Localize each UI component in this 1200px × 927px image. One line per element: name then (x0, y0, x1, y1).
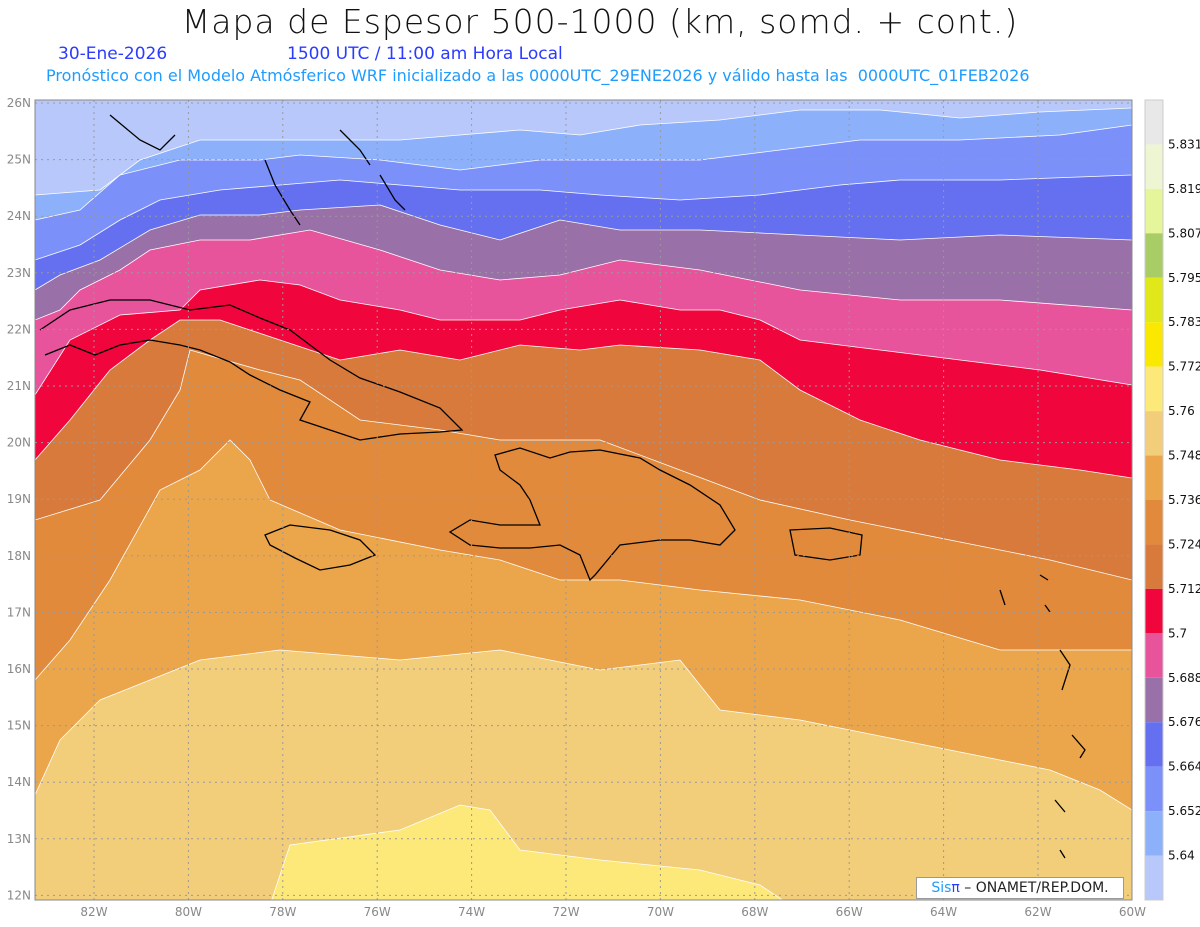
lon-label: 60W (1119, 905, 1146, 919)
map-frame (34, 99, 1133, 901)
colorbar-swatch (1145, 366, 1163, 412)
colorbar-label: 5.652 (1168, 804, 1200, 818)
colorbar-swatch (1145, 455, 1163, 500)
colorbar-swatch (1145, 100, 1163, 145)
credit-onamet: – ONAMET/REP.DOM. (959, 880, 1109, 896)
colorbar-swatch (1145, 811, 1163, 856)
lat-label: 16N (7, 662, 31, 676)
map-title: Mapa de Espesor 500-1000 (km, somd. + co… (181, 2, 1019, 41)
colorbar-label: 5.736 (1168, 493, 1200, 507)
lon-label: 70W (647, 905, 674, 919)
lon-label: 78W (269, 905, 296, 919)
thickness-band (35, 100, 1132, 196)
lat-label: 14N (7, 775, 31, 789)
colorbar-swatch (1145, 766, 1163, 812)
band-5.76-5.772 (271, 804, 784, 900)
colorbar-label: 5.783 (1168, 315, 1200, 329)
colorbar-label: 5.819 (1168, 182, 1200, 196)
colorbar-label: 5.724 (1168, 537, 1200, 551)
colorbar-swatch (1145, 588, 1163, 634)
lon-label: 80W (175, 905, 202, 919)
colorbar-label: 5.664 (1168, 760, 1200, 774)
colorbar-label: 5.748 (1168, 449, 1200, 463)
model-info: Pronóstico con el Modelo Atmósferico WRF… (46, 66, 1030, 85)
colorbar-swatch (1145, 233, 1163, 278)
colorbar-swatch (1145, 144, 1163, 189)
colorbar-swatch (1145, 188, 1163, 234)
colorbar-label: 5.7 (1168, 626, 1187, 640)
colorbar-label: 5.772 (1168, 360, 1200, 374)
lon-label: 82W (80, 905, 107, 919)
colorbar-swatch (1145, 500, 1163, 545)
colorbar-swatch (1145, 322, 1163, 367)
colorbar: 5.831 5.819 5.807 5.795 5.783 5.772 5.76 5.748 5… (1144, 99, 1200, 901)
coast-cuba (39, 299, 464, 441)
axis-labels: 82W 80W 78W 76W 74W 72W 70W 68W 66W 64W 62W 60W 26N 2… (7, 96, 1146, 919)
colorbar-frame (1144, 99, 1164, 901)
graticule (35, 100, 1132, 900)
credit-pi: π (951, 880, 960, 896)
lon-label: 66W (836, 905, 863, 919)
forecast-date: 30-Ene-2026 (58, 44, 168, 64)
lon-label: 62W (1024, 905, 1051, 919)
colorbar-label: 5.795 (1168, 271, 1200, 285)
forecast-time: 1500 UTC / 11:00 am Hora Local (287, 44, 563, 64)
lat-label: 18N (7, 549, 31, 563)
lat-label: 23N (7, 266, 31, 280)
thickness-bands (35, 100, 1132, 900)
colorbar-swatch (1145, 277, 1163, 323)
lat-label: 26N (7, 96, 31, 110)
lon-label: 74W (458, 905, 485, 919)
colorbar-swatch (1145, 855, 1163, 900)
coast-hispaniola (448, 447, 736, 582)
lat-label: 17N (7, 605, 31, 619)
lat-label: 24N (7, 209, 31, 223)
coast-lesser-antilles (999, 574, 1086, 859)
colorbar-swatch (1145, 544, 1163, 589)
lat-label: 25N (7, 153, 31, 167)
colorbar-swatch (1145, 722, 1163, 767)
colorbar-swatch (1145, 411, 1163, 456)
lat-label: 13N (7, 832, 31, 846)
colorbar-label: 5.64 (1168, 849, 1195, 863)
colorbar-label: 5.676 (1168, 715, 1200, 729)
lon-label: 72W (552, 905, 579, 919)
credit-sis: Sis (931, 880, 952, 896)
lat-label: 21N (7, 379, 31, 393)
lat-label: 19N (7, 492, 31, 506)
colorbar-label: 5.712 (1168, 582, 1200, 596)
colorbar-swatch (1145, 677, 1163, 723)
lat-label: 15N (7, 719, 31, 733)
credit-box: Sisπ – ONAMET/REP.DOM. (916, 877, 1124, 899)
lon-label: 68W (741, 905, 768, 919)
lon-label: 76W (364, 905, 391, 919)
lat-label: 22N (7, 322, 31, 336)
lat-label: 20N (7, 436, 31, 450)
colorbar-label: 5.76 (1168, 404, 1195, 418)
coast-puerto-rico (789, 527, 863, 561)
lon-label: 64W (930, 905, 957, 919)
colorbar-swatch (1145, 633, 1163, 678)
colorbar-label: 5.688 (1168, 671, 1200, 685)
lat-label: 12N (7, 888, 31, 902)
colorbar-label: 5.831 (1168, 137, 1200, 151)
colorbar-label: 5.807 (1168, 226, 1200, 240)
